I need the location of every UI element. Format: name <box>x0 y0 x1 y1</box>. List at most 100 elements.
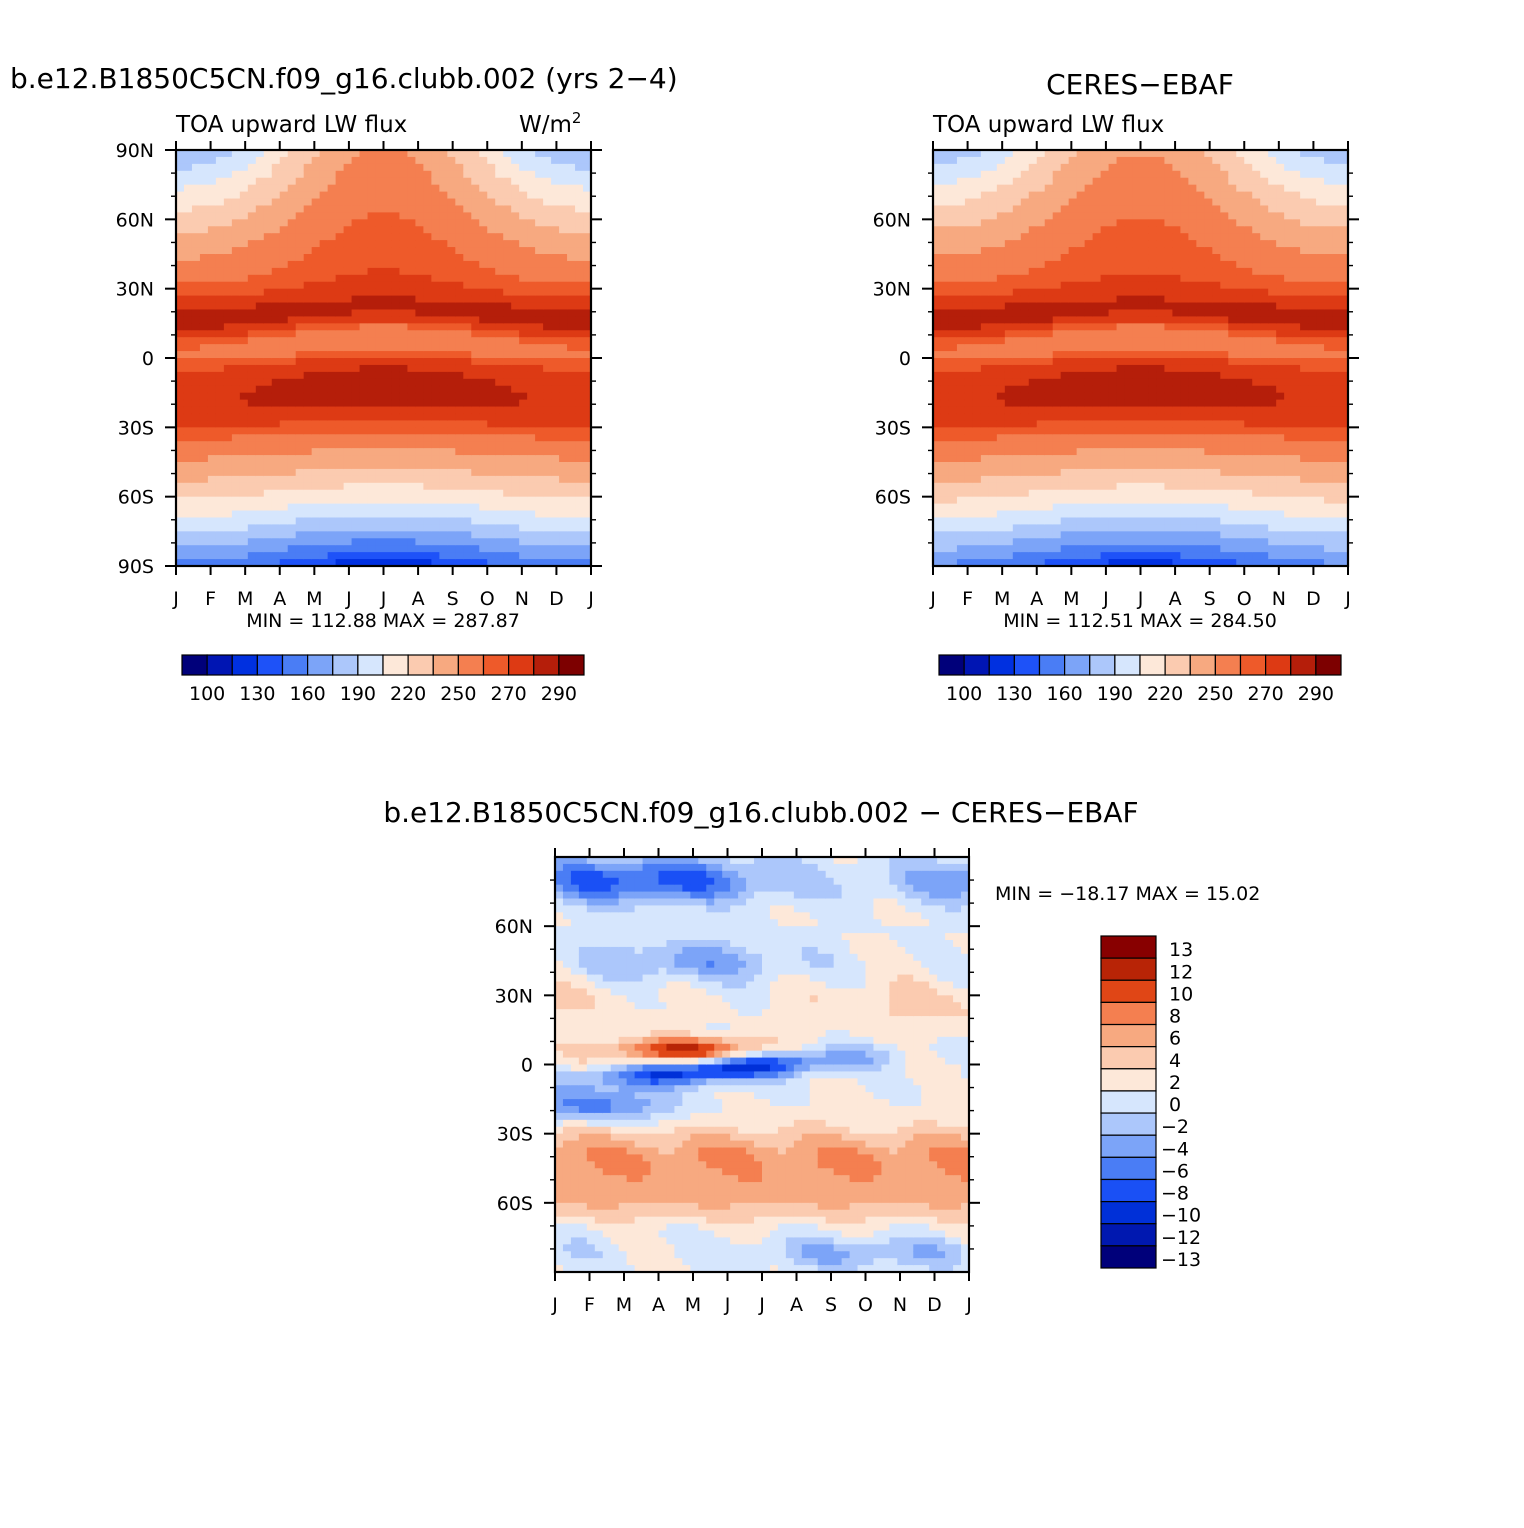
contour-cell <box>336 309 345 317</box>
contour-cell <box>471 483 480 491</box>
contour-cell <box>224 490 233 498</box>
contour-cell <box>471 379 480 387</box>
contour-cell <box>384 524 393 532</box>
contour-cell <box>431 386 440 394</box>
contour-cell <box>415 323 424 331</box>
contour-cell <box>1125 289 1134 297</box>
contour-cell <box>360 351 369 359</box>
contour-cell <box>1133 192 1142 200</box>
contour-cell <box>272 303 281 311</box>
contour-cell <box>527 552 536 560</box>
contour-cell <box>1109 455 1118 463</box>
colorbar-swatch <box>433 655 458 675</box>
contour-cell <box>1029 434 1038 442</box>
contour-cell <box>1117 268 1126 276</box>
contour-cell <box>192 344 201 352</box>
contour-cell <box>216 178 225 186</box>
contour-cell <box>1021 490 1030 498</box>
contour-cell <box>1156 205 1165 213</box>
contour-cell <box>384 303 393 311</box>
contour-cell <box>933 379 942 387</box>
contour-cell <box>399 379 408 387</box>
contour-cell <box>1037 289 1046 297</box>
contour-cell <box>989 427 998 435</box>
contour-cell <box>933 150 942 158</box>
contour-cell <box>543 358 552 366</box>
contour-cell <box>559 268 568 276</box>
contour-cell <box>1077 205 1086 213</box>
contour-cell <box>1085 497 1094 505</box>
contour-cell <box>535 407 544 415</box>
contour-cell <box>543 240 552 248</box>
contour-cell <box>455 552 464 560</box>
contour-cell <box>487 434 496 442</box>
contour-cell <box>312 164 321 172</box>
contour-cell <box>320 497 329 505</box>
contour-cell <box>503 420 512 428</box>
contour-cell <box>519 448 528 456</box>
contour-cell <box>407 337 416 345</box>
contour-cell <box>1117 379 1126 387</box>
contour-cell <box>240 538 249 546</box>
contour-cell <box>487 511 496 519</box>
contour-cell <box>1005 330 1014 338</box>
contour-cell <box>352 483 361 491</box>
contour-cell <box>1013 386 1022 394</box>
contour-cell <box>391 282 400 290</box>
contour-cell <box>1156 330 1165 338</box>
contour-cell <box>543 309 552 317</box>
contour-cell <box>981 517 990 525</box>
contour-cell <box>376 372 385 380</box>
contour-cell <box>320 199 329 207</box>
contour-cell <box>957 420 966 428</box>
contour-cell <box>997 192 1006 200</box>
contour-cell <box>535 309 544 317</box>
contour-cell <box>973 386 982 394</box>
contour-cell <box>1045 337 1054 345</box>
contour-cell <box>376 511 385 519</box>
contour-cell <box>1125 531 1134 539</box>
contour-cell <box>312 254 321 262</box>
contour-cell <box>272 476 281 484</box>
contour-cell <box>1148 372 1157 380</box>
contour-cell <box>1085 351 1094 359</box>
contour-cell <box>989 212 998 220</box>
contour-cell <box>384 427 393 435</box>
contour-cell <box>272 212 281 220</box>
contour-cell <box>1117 254 1126 262</box>
contour-cell <box>1093 407 1102 415</box>
contour-cell <box>543 150 552 158</box>
contour-cell <box>1125 337 1134 345</box>
contour-cell <box>1053 296 1062 304</box>
contour-cell <box>535 483 544 491</box>
contour-cell <box>280 337 289 345</box>
contour-cell <box>216 358 225 366</box>
contour-cell <box>1148 393 1157 401</box>
contour-cell <box>1148 420 1157 428</box>
contour-cell <box>399 309 408 317</box>
contour-cell <box>543 462 552 470</box>
contour-cell <box>224 296 233 304</box>
contour-cell <box>941 240 950 248</box>
contour-cell <box>336 517 345 525</box>
contour-cell <box>551 309 560 317</box>
contour-cell <box>407 483 416 491</box>
contour-cell <box>1029 413 1038 421</box>
contour-cell <box>471 393 480 401</box>
contour-cell <box>1125 275 1134 283</box>
contour-cell <box>224 455 233 463</box>
contour-cell <box>376 199 385 207</box>
contour-cell <box>997 365 1006 373</box>
contour-cell <box>463 247 472 255</box>
contour-cell <box>535 275 544 283</box>
contour-cell <box>208 386 217 394</box>
contour-cell <box>368 275 377 283</box>
contour-cell <box>1148 219 1157 227</box>
contour-cell <box>208 365 217 373</box>
contour-cell <box>312 178 321 186</box>
contour-cell <box>352 330 361 338</box>
contour-cell <box>997 330 1006 338</box>
contour-cell <box>487 185 496 193</box>
contour-cell <box>384 296 393 304</box>
contour-cell <box>567 316 576 324</box>
